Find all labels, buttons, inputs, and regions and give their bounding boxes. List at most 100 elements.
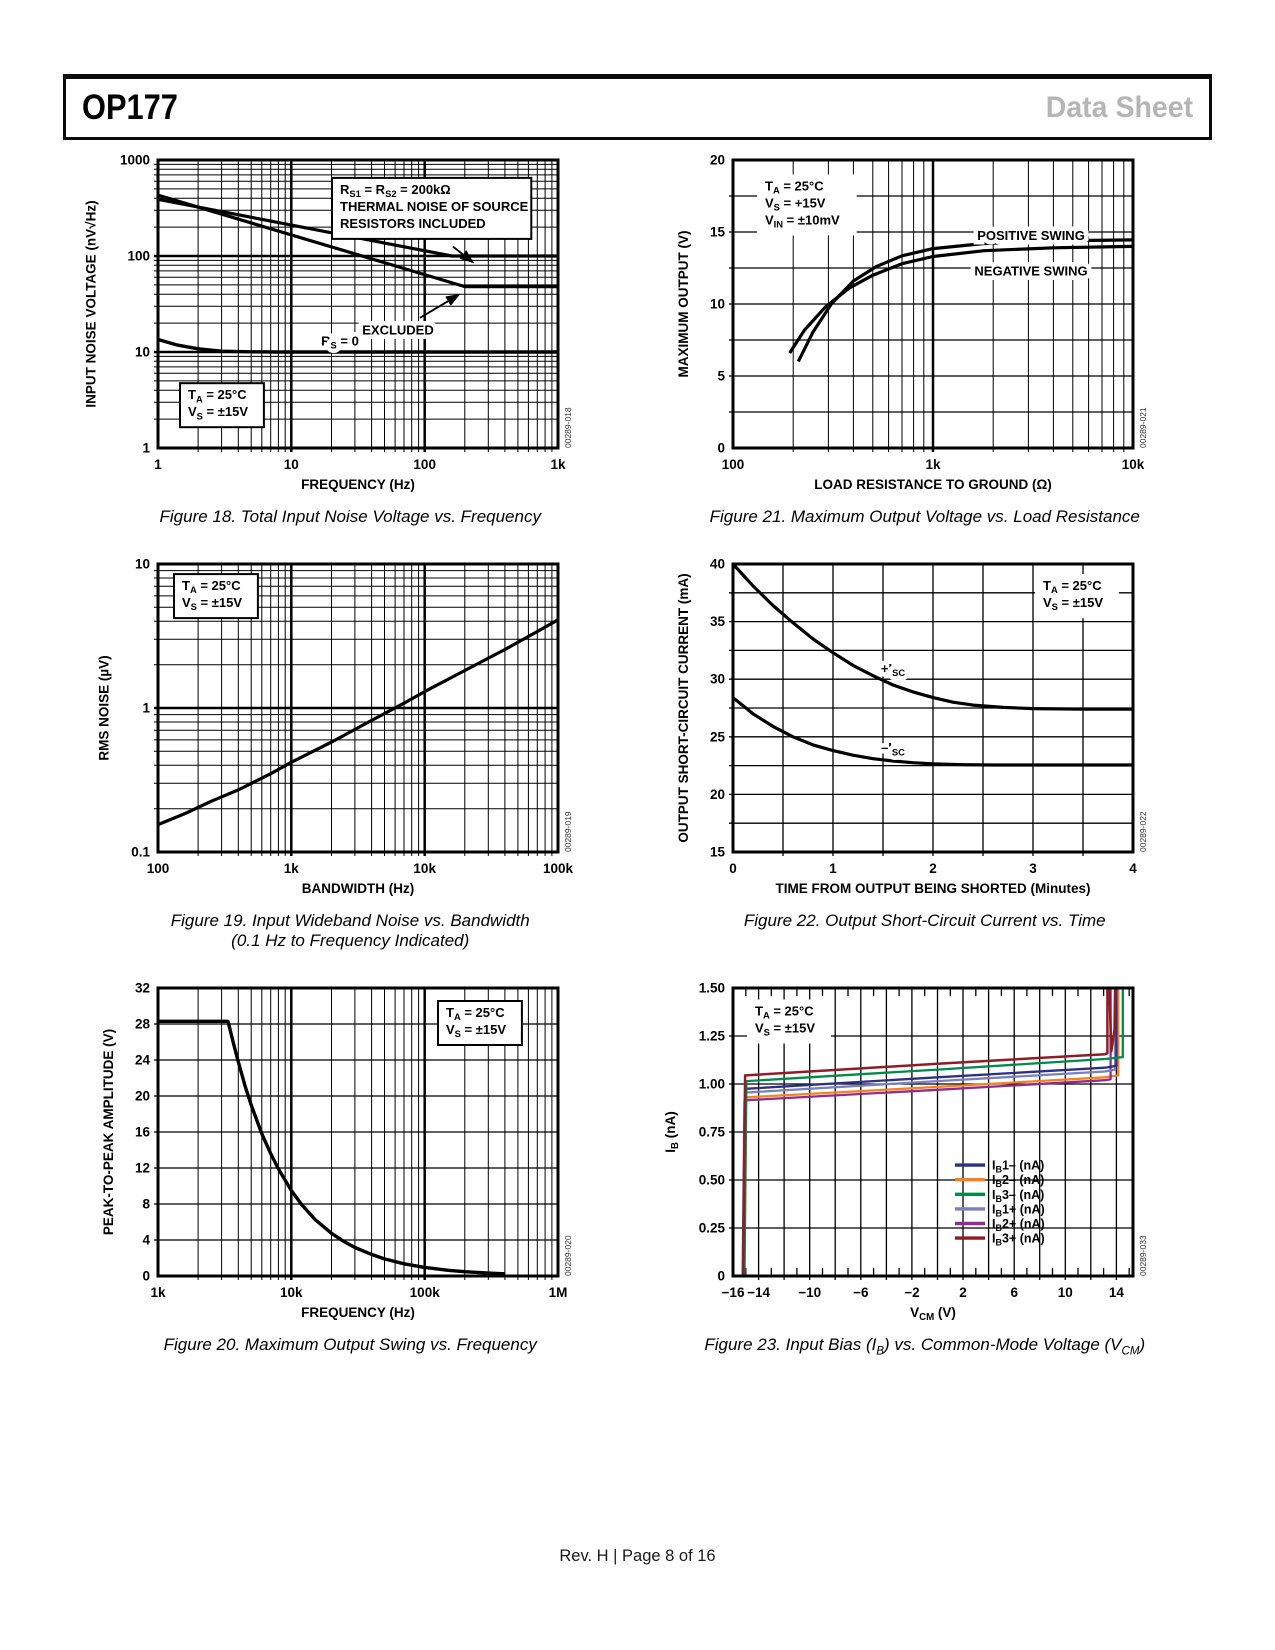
svg-text:0: 0 [717,441,725,456]
svg-text:TA​ = 25°C: TA​ = 25°C [765,178,824,195]
svg-text:0: 0 [143,1269,151,1284]
svg-text:−6: −6 [853,1285,869,1300]
svg-text:VIN​ = ±10mV: VIN​ = ±10mV [765,212,840,229]
svg-text:+ISC​: +ISC​ [881,661,905,678]
svg-text:EXCLUDED: EXCLUDED [362,322,434,337]
svg-text:FREQUENCY (Hz): FREQUENCY (Hz) [301,477,415,492]
svg-text:IB​3+ (nA): IB​3+ (nA) [992,1232,1045,1248]
svg-text:1: 1 [143,441,151,456]
svg-text:1M: 1M [549,1285,568,1300]
svg-text:0.25: 0.25 [698,1221,725,1236]
chart-fig20: 1k 10k 100k 1M 0 4 8 12 16 20 24 28 32 FREQUENCY (Hz)… [80,980,620,1328]
svg-text:30: 30 [710,671,725,686]
svg-text:TA​ = 25°C: TA​ = 25°C [188,387,247,404]
svg-text:0: 0 [729,861,737,876]
svg-text:12: 12 [135,1161,150,1176]
chart-fig21: 100 1k 10k 0 5 10 15 20 LOAD RESISTANCE TO GROUN… [655,152,1195,500]
figure-20: 1k 10k 100k 1M 0 4 8 12 16 20 24 28 32 FREQUENCY (Hz)… [63,980,638,1358]
svg-text:100: 100 [128,249,151,264]
svg-text:100k: 100k [543,861,574,876]
svg-text:16: 16 [135,1125,151,1140]
figure-23-caption: Figure 23. Input Bias (IB) vs. Common-Mo… [704,1335,1146,1358]
chart-svg-fig19: 100 1k 10k 100k 0.1 1 10 BANDWIDTH (Hz) RMS NOIS… [97,556,574,896]
footer-text: Rev. H | Page 8 of 16 [559,1547,716,1565]
figure-22: 0 1 2 3 4 15 20 25 30 35 40 TIME FROM OUTPUT BEING … [638,556,1213,952]
svg-text:1: 1 [829,861,837,876]
svg-text:20: 20 [135,1089,150,1104]
svg-text:00289-019: 00289-019 [563,811,573,852]
svg-text:IB​1– (nA): IB​1– (nA) [992,1159,1044,1175]
svg-text:TA​ = 25°C: TA​ = 25°C [1043,578,1102,595]
svg-text:20: 20 [710,787,725,802]
svg-text:OUTPUT SHORT-CIRCUIT CURRENT (: OUTPUT SHORT-CIRCUIT CURRENT (mA) [676,573,691,842]
figure-18: 1 10 100 1k 1 10 100 1000 FREQUENCY (Hz) INPUT NO… [63,152,638,528]
svg-text:10: 10 [135,556,150,571]
page-header: OP177 Data Sheet [63,74,1212,140]
svg-text:PEAK-TO-PEAK AMPLITUDE (V): PEAK-TO-PEAK AMPLITUDE (V) [101,1029,116,1235]
svg-text:10: 10 [284,457,299,472]
figure-22-caption: Figure 22. Output Short-Circuit Current … [743,910,1106,930]
svg-text:00289-018: 00289-018 [563,407,573,448]
figures-grid: 1 10 100 1k 1 10 100 1000 FREQUENCY (Hz) INPUT NO… [63,152,1212,1387]
svg-text:6: 6 [1010,1285,1018,1300]
svg-text:IB​1+ (nA): IB​1+ (nA) [992,1203,1045,1219]
svg-text:1.00: 1.00 [698,1077,724,1092]
svg-text:BANDWIDTH (Hz): BANDWIDTH (Hz) [302,881,414,896]
svg-text:RS​ = 0: RS​ = 0 [321,333,359,350]
svg-text:MAXIMUM OUTPUT (V): MAXIMUM OUTPUT (V) [676,231,691,378]
svg-text:−16: −16 [721,1285,744,1300]
svg-text:8: 8 [143,1197,151,1212]
svg-text:IB​ (nA): IB​ (nA) [663,1111,681,1153]
svg-text:25: 25 [710,729,726,744]
chart-fig23: −16 −14 −10 −6 −2 2 6 10 14 0 0.25 0.50 0.75 1.00 1.25… [655,980,1195,1328]
svg-text:IB​2– (nA): IB​2– (nA) [992,1173,1044,1189]
svg-text:VS​ = ±15V: VS​ = ±15V [188,404,248,421]
svg-text:10k: 10k [414,861,437,876]
chart-fig18: 1 10 100 1k 1 10 100 1000 FREQUENCY (Hz) INPUT NO… [80,152,620,500]
svg-text:35: 35 [710,614,726,629]
svg-text:−14: −14 [747,1285,770,1300]
svg-text:0.75: 0.75 [698,1125,725,1140]
svg-text:00289-021: 00289-021 [1138,407,1148,448]
figure-19-caption: Figure 19. Input Wideband Noise vs. Band… [170,910,530,951]
svg-text:2: 2 [959,1285,967,1300]
svg-text:VS​ = ±15V: VS​ = ±15V [182,595,242,612]
chart-svg-fig21: 100 1k 10k 0 5 10 15 20 LOAD RESISTANCE TO GROUN… [676,153,1148,493]
svg-text:100: 100 [721,457,744,472]
svg-text:–ISC​: –ISC​ [881,740,905,757]
svg-text:VS​ = ±15V: VS​ = ±15V [446,1022,506,1039]
figure-18-caption: Figure 18. Total Input Noise Voltage vs.… [159,507,541,526]
svg-text:1000: 1000 [120,153,150,168]
svg-text:NEGATIVE SWING: NEGATIVE SWING [974,263,1087,278]
part-number: OP177 [82,88,178,127]
svg-text:1k: 1k [925,457,941,472]
chart-svg-fig18: 1 10 100 1k 1 10 100 1000 FREQUENCY (Hz) INPUT NO… [84,153,574,493]
svg-text:10k: 10k [280,1285,303,1300]
svg-text:VCM​ (V): VCM​ (V) [910,1305,956,1323]
svg-text:2: 2 [929,861,937,876]
svg-text:IB​3– (nA): IB​3– (nA) [992,1188,1044,1204]
svg-text:1: 1 [143,700,151,715]
doc-type-label: Data Sheet [1045,91,1193,124]
svg-text:00289-020: 00289-020 [563,1235,573,1276]
svg-text:−10: −10 [798,1285,821,1300]
svg-text:−2: −2 [904,1285,919,1300]
svg-text:5: 5 [717,369,725,384]
svg-text:10k: 10k [1121,457,1144,472]
svg-text:RS1​ = RS2​ = 200kΩ: RS1​ = RS2​ = 200kΩ [340,182,451,199]
svg-text:10: 10 [1058,1285,1073,1300]
svg-text:TA​ = 25°C: TA​ = 25°C [446,1005,505,1022]
svg-text:LOAD RESISTANCE TO GROUND (Ω): LOAD RESISTANCE TO GROUND (Ω) [814,477,1052,492]
svg-text:1.50: 1.50 [698,981,724,996]
svg-text:FREQUENCY (Hz): FREQUENCY (Hz) [301,1305,415,1320]
svg-text:100: 100 [147,861,170,876]
svg-text:TA​ = 25°C: TA​ = 25°C [755,1004,814,1021]
svg-text:00289-022: 00289-022 [1138,811,1148,852]
svg-text:0: 0 [717,1269,725,1284]
svg-text:10: 10 [710,297,725,312]
svg-text:100k: 100k [410,1285,441,1300]
svg-text:THERMAL NOISE OF SOURCE: THERMAL NOISE OF SOURCE [340,199,529,214]
svg-text:40: 40 [710,556,725,571]
svg-text:INPUT NOISE VOLTAGE (nV√Hz): INPUT NOISE VOLTAGE (nV√Hz) [84,200,99,407]
svg-text:VS​ = +15V: VS​ = +15V [765,195,826,212]
